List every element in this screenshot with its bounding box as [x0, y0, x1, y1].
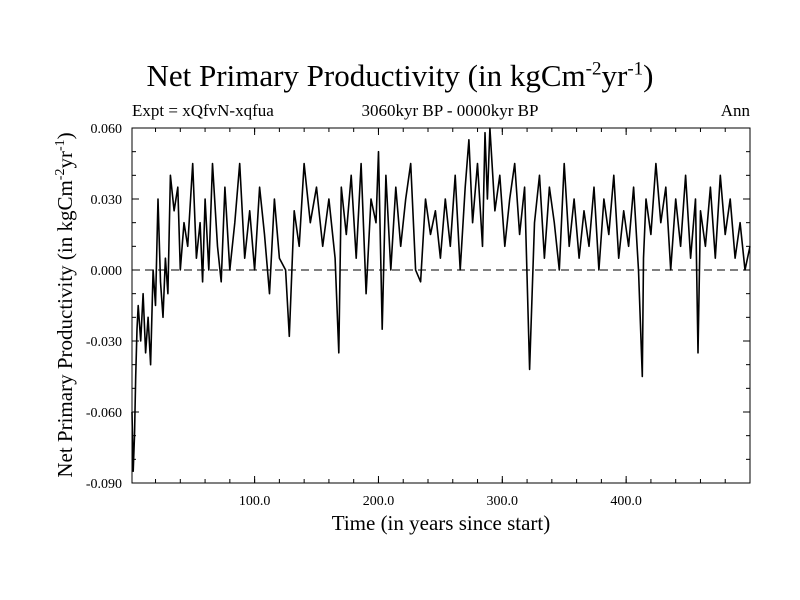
- chart-title: Net Primary Productivity (in kgCm-2yr-1): [146, 58, 654, 93]
- y-tick-label: 0.060: [91, 122, 123, 137]
- x-tick-label: 100.0: [239, 494, 271, 509]
- season-label: Ann: [720, 101, 750, 120]
- plot-frame: [131, 127, 751, 484]
- series-line-npp: [131, 127, 751, 473]
- y-tick-label: 0.030: [91, 193, 123, 208]
- x-tick-label: 200.0: [363, 494, 395, 509]
- y-tick-label: -0.030: [86, 335, 122, 350]
- y-tick-label: 0.000: [91, 264, 123, 279]
- x-axis-label: Time (in years since start): [332, 511, 551, 535]
- y-axis-label: Net Primary Productivity (in kgCm-2yr-1): [53, 132, 77, 477]
- experiment-label: Expt = xQfvN-xqfua: [132, 101, 274, 120]
- y-tick-label: -0.060: [86, 406, 122, 421]
- x-tick-label: 300.0: [487, 494, 519, 509]
- x-tick-label: 400.0: [610, 494, 642, 509]
- period-label: 3060kyr BP - 0000kyr BP: [361, 101, 539, 120]
- y-tick-label: -0.090: [86, 477, 122, 492]
